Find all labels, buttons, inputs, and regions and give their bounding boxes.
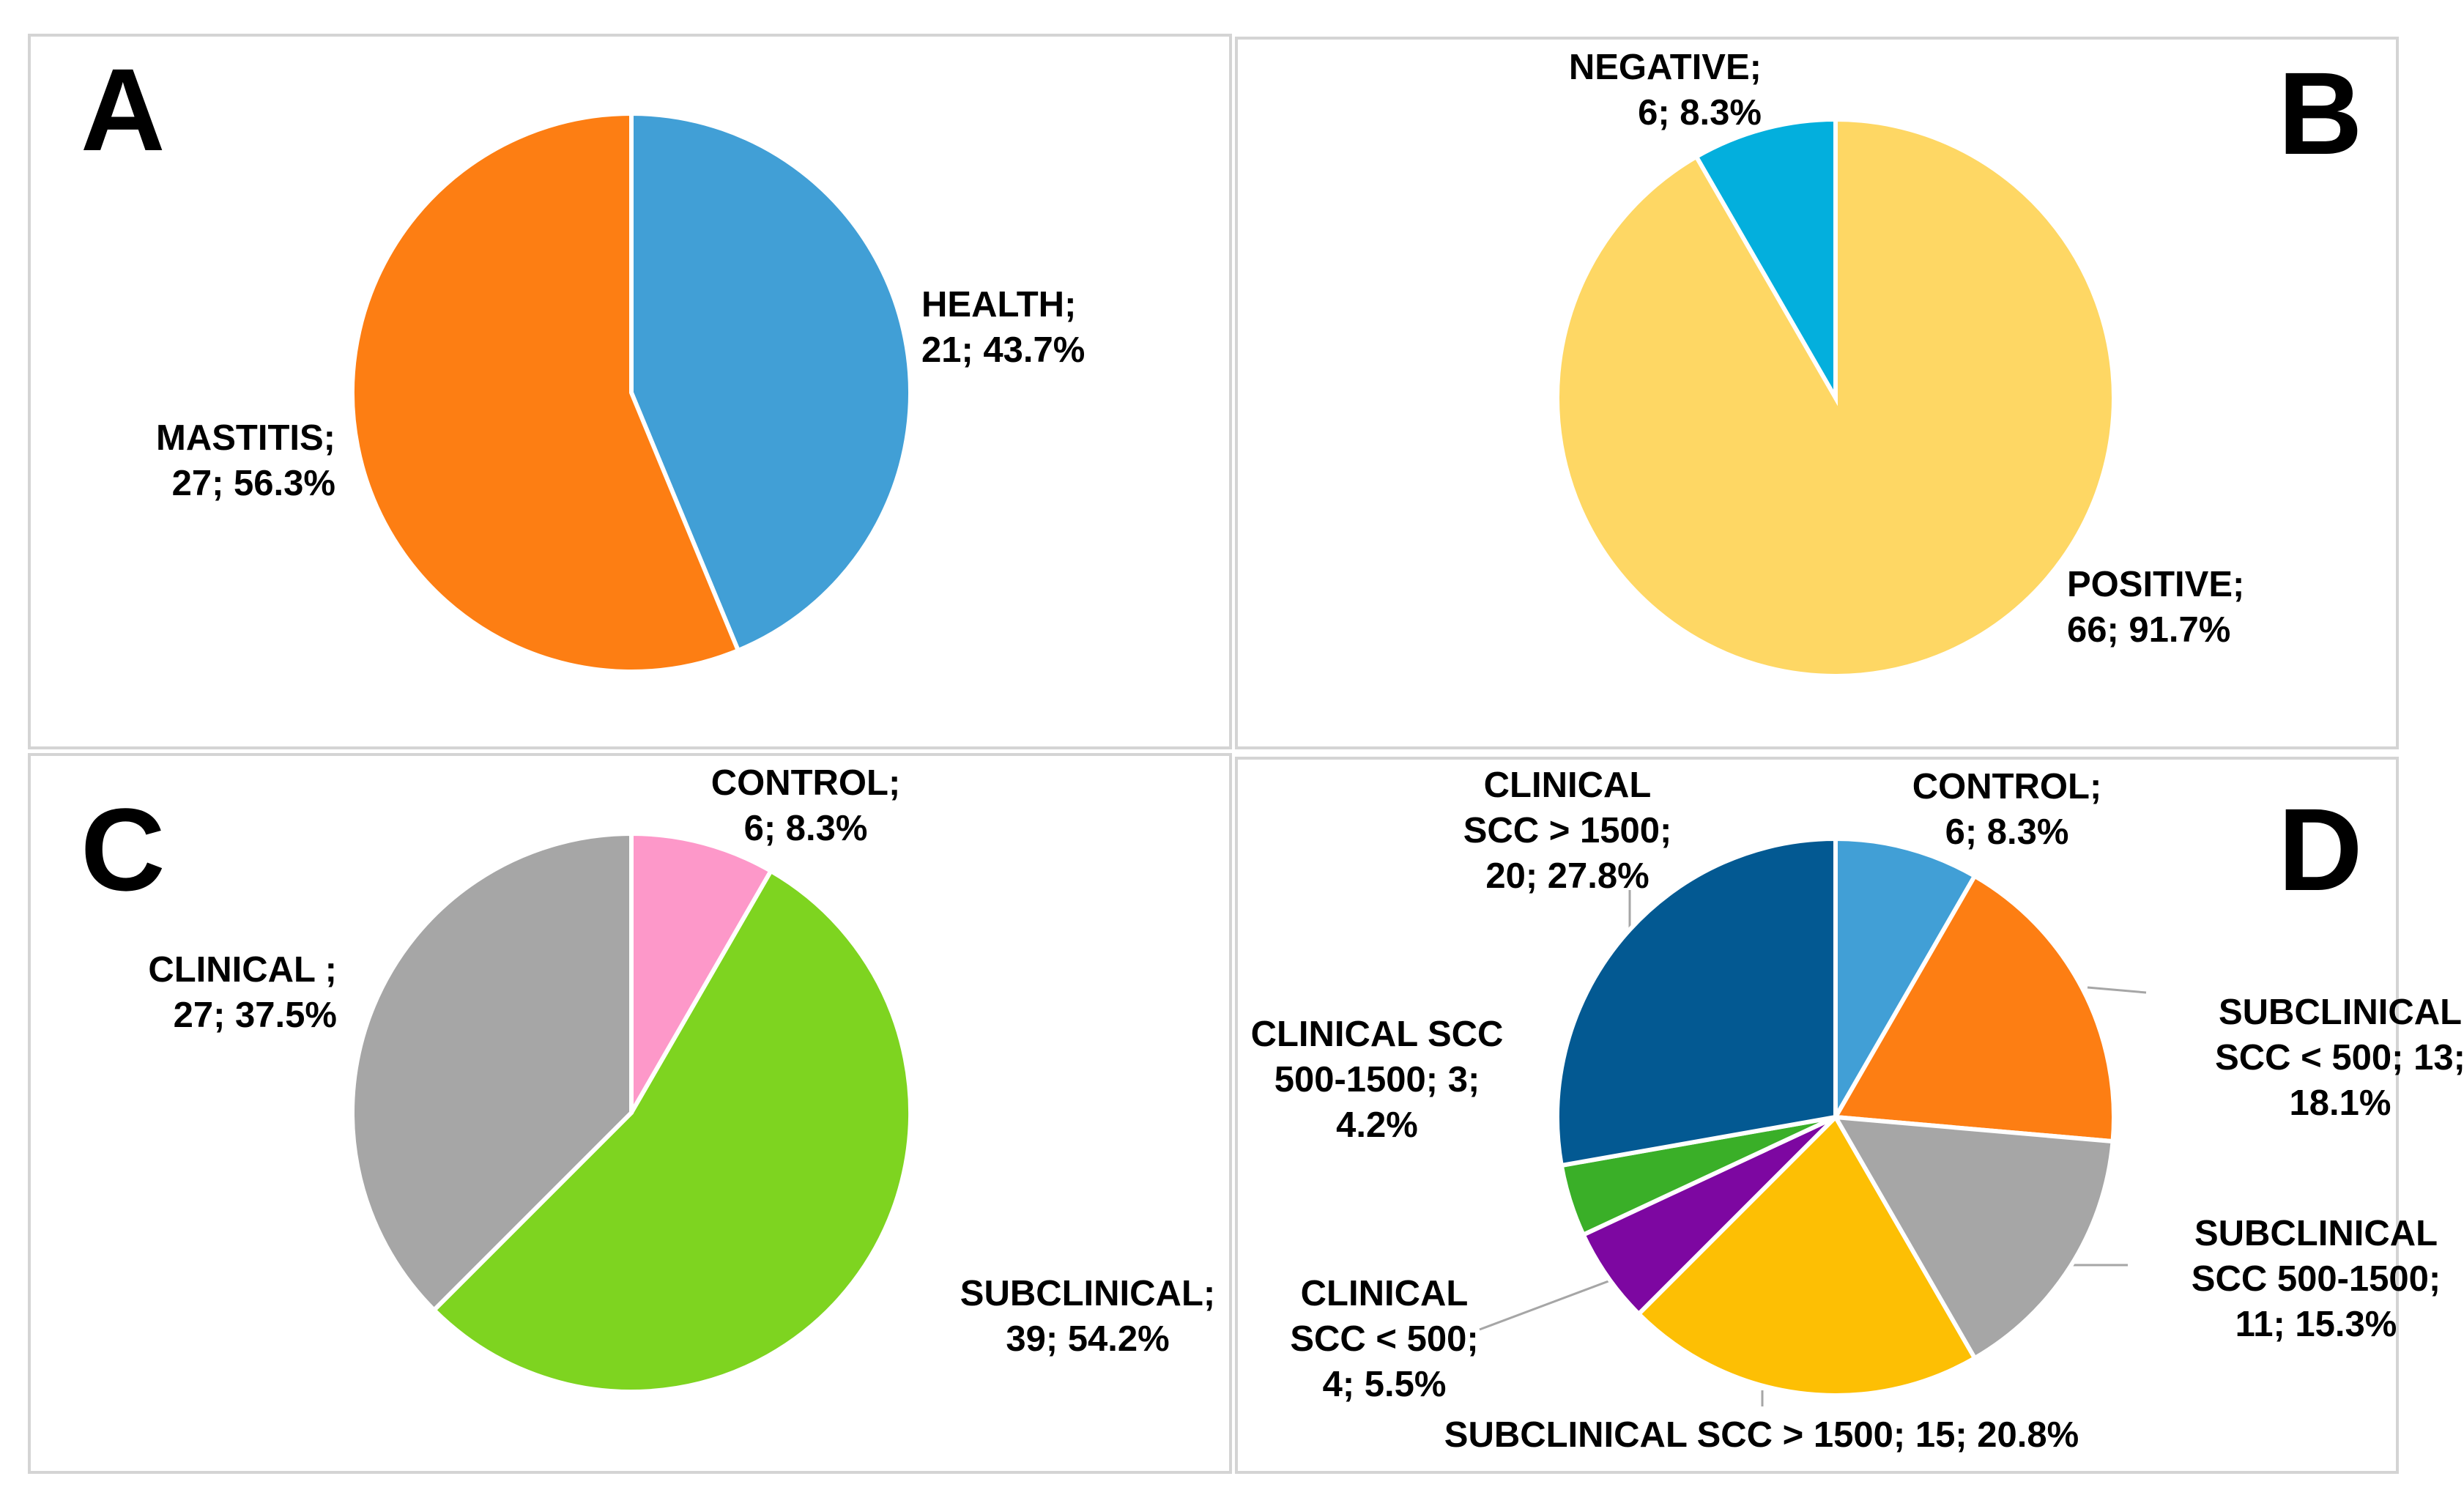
panel-c-slice-clinical — [350, 831, 634, 1313]
label-line: 21; 43.7% — [921, 330, 1085, 370]
panel-a-label-mastitis: MASTITIS; 27; 56.3% — [156, 418, 335, 503]
label-line: 4; 5.5% — [1323, 1365, 1447, 1404]
label-line: 39; 54.2% — [1006, 1319, 1169, 1359]
panel-d-label-clinical-scc-1500: CLINICAL SCC > 1500; 20; 27.8% — [1463, 765, 1672, 896]
panel-d-label-subclinical-scc-500-1500: SUBCLINICAL SCC 500-1500; 11; 15.3% — [2192, 1214, 2441, 1344]
label-line: POSITIVE; — [2067, 565, 2244, 604]
panel-c-slice-subclinical — [431, 867, 913, 1394]
panel-a-label-health: HEALTH; 21; 43.7% — [921, 285, 1085, 370]
label-line: CLINICAL — [1301, 1274, 1469, 1313]
label-line: SCC < 500; — [1290, 1319, 1478, 1359]
label-line: MASTITIS; — [156, 418, 335, 458]
panel-a-slice-mastitis — [350, 111, 741, 674]
panel-c-label-control: CONTROL; 6; 8.3% — [711, 763, 901, 848]
label-line: 27; 37.5% — [174, 996, 337, 1035]
label-line: 11; 15.3% — [2235, 1305, 2397, 1344]
label-line: SCC 500-1500; — [2192, 1259, 2441, 1299]
panel-b-slice-negative — [1693, 116, 1838, 407]
label-line: SUBCLINICAL — [2219, 993, 2462, 1032]
label-line: 6; 8.3% — [1945, 812, 2069, 852]
panel-c-slice-control — [629, 831, 774, 1121]
panel-a-letter: A — [81, 44, 166, 175]
panel-b-label-negative: NEGATIVE; 6; 8.3% — [1569, 48, 1762, 133]
panel-d-slice-control — [1833, 836, 1978, 1126]
label-line: 66; 91.7% — [2067, 610, 2230, 650]
label-line: SCC > 1500; — [1463, 811, 1672, 850]
panel-d-label-control: CONTROL; 6; 8.3% — [1912, 767, 2102, 852]
label-line: CLINICAL ; — [148, 950, 337, 990]
panel-d-label-clinical-scc-500-1500: CLINICAL SCC 500-1500; 3; 4.2% — [1251, 1015, 1504, 1145]
panel-d-label-subclinical-scc-1500: SUBCLINICAL SCC > 1500; 15; 20.8% — [1444, 1415, 2079, 1455]
leader-subclinical-scc-lt-500 — [2087, 986, 2147, 994]
label-line: 27; 56.3% — [172, 464, 335, 503]
panel-d-slice-subclinical-scc-1500 — [1636, 1113, 1978, 1398]
panel-d-leaders — [1479, 890, 2147, 1406]
label-line: CONTROL; — [711, 763, 901, 803]
label-line: SUBCLINICAL; — [960, 1274, 1215, 1313]
label-line: 500-1500; 3; — [1274, 1060, 1480, 1100]
label-line: SUBCLINICAL SCC > 1500; 15; 20.8% — [1444, 1415, 2079, 1455]
panel-d-slice-subclinical-scc-500-1500 — [1831, 1114, 2115, 1362]
label-line: HEALTH; — [921, 285, 1076, 325]
label-line: 6; 8.3% — [744, 809, 868, 848]
panel-c-label-clinical: CLINICAL ; 27; 37.5% — [148, 950, 337, 1035]
label-line: SUBCLINICAL — [2194, 1214, 2438, 1253]
label-line: CONTROL; — [1912, 767, 2102, 807]
pies — [350, 111, 2116, 1398]
panel-c-letter: C — [81, 784, 166, 915]
panel-d-slice-subclinical-scc-500 — [1832, 872, 2116, 1144]
label-line: CLINICAL — [1484, 765, 1652, 805]
panel-b-letter: B — [2278, 48, 2363, 179]
panel-d-label-clinical-scc-500: CLINICAL SCC < 500; 4; 5.5% — [1290, 1274, 1478, 1404]
panel-b-label-positive: POSITIVE; 66; 91.7% — [2067, 565, 2244, 650]
label-line: 20; 27.8% — [1485, 856, 1649, 896]
panel-d-slice-clinical-scc-1500 — [1555, 836, 1838, 1168]
label-line: CLINICAL SCC — [1251, 1015, 1504, 1054]
label-line: NEGATIVE; — [1569, 48, 1762, 87]
label-line: 18.1% — [2290, 1083, 2391, 1123]
panel-a-slice-health — [629, 111, 913, 653]
panel-d-letter: D — [2278, 784, 2363, 915]
leader-clinical-scc-lt-500 — [1479, 1271, 1633, 1331]
slice-labels: HEALTH; 21; 43.7% MASTITIS; 27; 56.3% POSITI… — [148, 48, 2464, 1455]
panel-c-label-subclinical: SUBCLINICAL; 39; 54.2% — [960, 1274, 1215, 1359]
label-line: 4.2% — [1336, 1105, 1418, 1145]
label-line: SCC < 500; 13; — [2215, 1038, 2464, 1078]
label-line: 6; 8.3% — [1638, 93, 1762, 133]
panel-d-label-subclinical-scc-500: SUBCLINICAL SCC < 500; 13; 18.1% — [2215, 993, 2464, 1123]
